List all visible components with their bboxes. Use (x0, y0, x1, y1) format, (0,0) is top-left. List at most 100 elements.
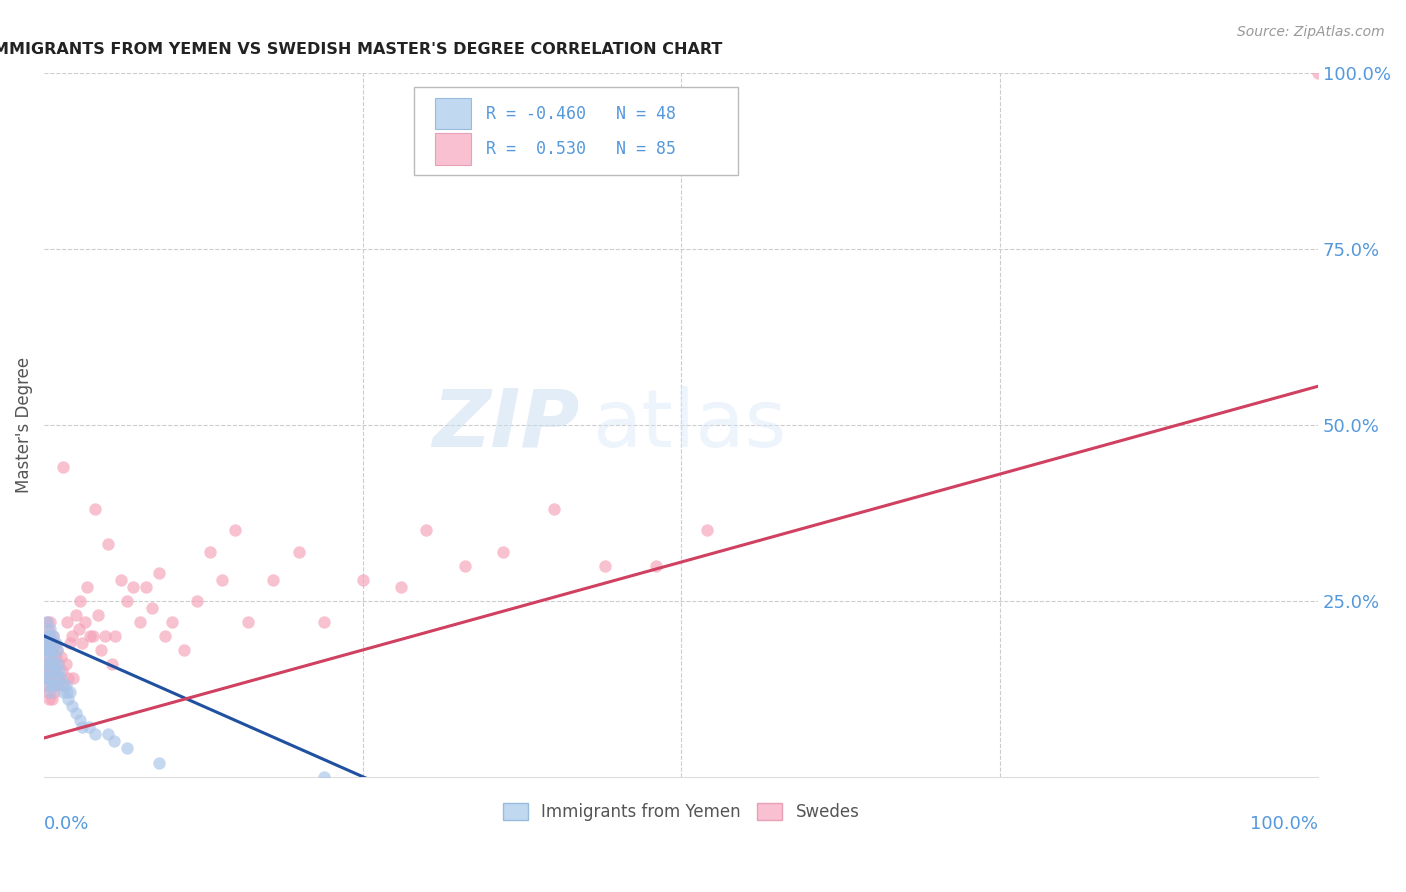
Point (262, 573, 284, 587)
Point (160, 615, 183, 629)
Point (37, 671, 59, 685)
Point (148, 756, 170, 770)
Point (39, 664, 62, 678)
Point (186, 594, 208, 608)
Point (45, 650, 67, 665)
Point (42, 650, 65, 665)
Point (48, 671, 70, 685)
Point (90, 643, 112, 657)
Point (65, 706, 87, 721)
Point (69, 594, 91, 608)
Point (644, 558, 666, 573)
Point (100, 657, 122, 671)
Text: 0.0%: 0.0% (44, 815, 90, 833)
Point (314, 770, 336, 784)
Point (37, 685, 59, 699)
Point (72, 636, 94, 650)
Point (44, 636, 66, 650)
Text: atlas: atlas (592, 386, 786, 464)
Point (48, 664, 70, 678)
Point (38, 671, 60, 685)
Text: R = -0.460   N = 48: R = -0.460 N = 48 (486, 105, 676, 123)
Point (46, 657, 69, 671)
Point (39, 657, 62, 671)
Point (37, 622, 59, 636)
Y-axis label: Master's Degree: Master's Degree (15, 357, 32, 493)
Point (49, 671, 72, 685)
Point (97, 727, 120, 741)
Point (37, 636, 59, 650)
Point (34, 643, 56, 657)
Point (44, 657, 66, 671)
Point (492, 544, 515, 558)
Point (65, 607, 87, 622)
Point (41, 643, 63, 657)
Point (39, 685, 62, 699)
Point (51, 664, 73, 678)
Point (115, 741, 138, 756)
Point (55, 678, 77, 692)
Text: 100.0%: 100.0% (1250, 815, 1319, 833)
Point (58, 692, 80, 706)
Legend: Immigrants from Yemen, Swedes: Immigrants from Yemen, Swedes (496, 797, 866, 828)
Point (39, 615, 62, 629)
Point (415, 524, 437, 538)
FancyBboxPatch shape (413, 87, 738, 175)
Point (34, 643, 56, 657)
Point (45, 636, 67, 650)
Point (148, 566, 170, 580)
Point (224, 524, 246, 538)
Point (153, 629, 176, 643)
Point (58, 685, 80, 699)
Point (82, 629, 104, 643)
Point (593, 558, 616, 573)
Point (42, 678, 65, 692)
Point (41, 671, 63, 685)
Point (56, 615, 79, 629)
Point (1308, 66, 1330, 80)
Point (41, 664, 63, 678)
Point (94, 629, 117, 643)
Point (44, 664, 66, 678)
Point (34, 657, 56, 671)
Point (39, 636, 62, 650)
Point (110, 573, 132, 587)
Point (38, 650, 60, 665)
Point (35, 643, 58, 657)
Point (45, 643, 67, 657)
Point (352, 573, 374, 587)
Text: ZIP: ZIP (432, 386, 579, 464)
Point (79, 629, 101, 643)
Point (38, 678, 60, 692)
Point (41, 643, 63, 657)
Point (35, 664, 58, 678)
Point (53, 678, 76, 692)
Point (45, 671, 67, 685)
Point (45, 671, 67, 685)
Point (69, 714, 91, 728)
Point (288, 544, 311, 558)
Point (86, 607, 108, 622)
Point (72, 720, 94, 734)
Point (198, 544, 221, 558)
Point (141, 600, 163, 615)
Point (211, 573, 233, 587)
Point (37, 650, 59, 665)
Point (42, 657, 65, 671)
Point (39, 622, 62, 636)
Point (135, 580, 157, 594)
Point (42, 678, 65, 692)
Point (45, 678, 67, 692)
Bar (436, 133, 471, 165)
Point (35, 615, 58, 629)
Point (44, 685, 66, 699)
Point (543, 502, 565, 516)
Point (35, 615, 58, 629)
Point (60, 699, 83, 714)
Point (35, 629, 58, 643)
Point (46, 657, 69, 671)
Point (49, 650, 72, 665)
Point (76, 580, 98, 594)
Point (38, 629, 60, 643)
Point (56, 685, 79, 699)
